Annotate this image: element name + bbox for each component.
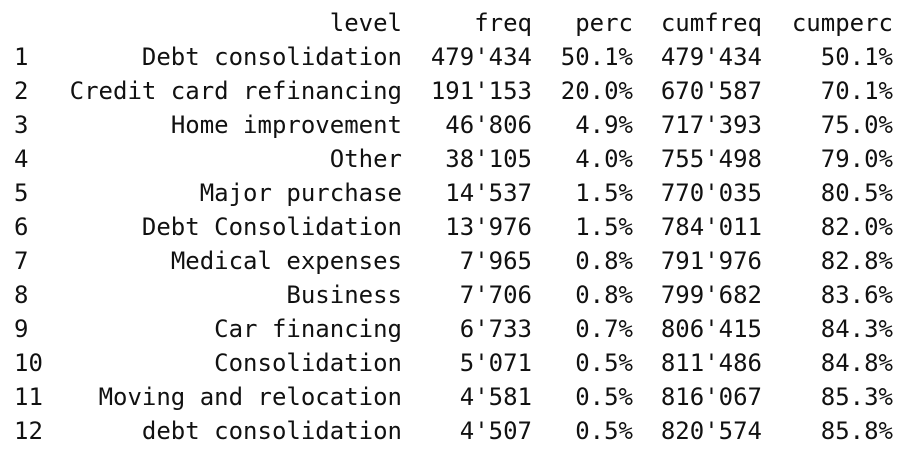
row-freq: 6'733 bbox=[459, 315, 532, 343]
row-index: 12 bbox=[14, 417, 43, 445]
row-level: Major purchase bbox=[199, 179, 402, 207]
row-perc: 1.5% bbox=[575, 213, 633, 241]
row-cumfreq: 755'498 bbox=[660, 145, 762, 173]
row-cumfreq: 799'682 bbox=[660, 281, 762, 309]
row-level: Consolidation bbox=[214, 349, 402, 377]
row-index: 5 bbox=[14, 179, 29, 207]
header-row: level freq perc cumfreq cumperc bbox=[0, 6, 918, 40]
row-perc: 50.1% bbox=[560, 43, 633, 71]
table-row: 2 Credit card refinancing 191'153 20.0% … bbox=[0, 74, 918, 108]
row-index: 2 bbox=[14, 77, 29, 105]
row-perc: 1.5% bbox=[575, 179, 633, 207]
row-cumfreq: 806'415 bbox=[660, 315, 762, 343]
row-cumperc: 79.0% bbox=[820, 145, 893, 173]
row-level: Other bbox=[329, 145, 402, 173]
table-row: 3 Home improvement 46'806 4.9% 717'393 7… bbox=[0, 108, 918, 142]
row-freq: 191'153 bbox=[430, 77, 532, 105]
row-cumfreq: 670'587 bbox=[660, 77, 762, 105]
frequency-table: level freq perc cumfreq cumperc 1 Debt c… bbox=[0, 6, 918, 448]
row-cumfreq: 784'011 bbox=[660, 213, 762, 241]
header-freq: freq bbox=[474, 9, 532, 37]
row-freq: 479'434 bbox=[430, 43, 532, 71]
row-index: 8 bbox=[14, 281, 29, 309]
row-level: debt consolidation bbox=[141, 417, 402, 445]
table-row: 5 Major purchase 14'537 1.5% 770'035 80.… bbox=[0, 176, 918, 210]
row-freq: 13'976 bbox=[445, 213, 532, 241]
row-index: 11 bbox=[14, 383, 43, 411]
row-cumperc: 85.3% bbox=[820, 383, 893, 411]
row-freq: 38'105 bbox=[445, 145, 532, 173]
row-cumperc: 75.0% bbox=[820, 111, 893, 139]
row-index: 7 bbox=[14, 247, 29, 275]
row-index: 9 bbox=[14, 315, 29, 343]
row-freq: 4'507 bbox=[459, 417, 532, 445]
table-row: 9 Car financing 6'733 0.7% 806'415 84.3% bbox=[0, 312, 918, 346]
header-level: level bbox=[329, 9, 402, 37]
row-freq: 14'537 bbox=[445, 179, 532, 207]
header-cumfreq: cumfreq bbox=[660, 9, 762, 37]
row-cumfreq: 811'486 bbox=[660, 349, 762, 377]
row-cumfreq: 770'035 bbox=[660, 179, 762, 207]
row-cumfreq: 820'574 bbox=[660, 417, 762, 445]
row-level: Home improvement bbox=[170, 111, 402, 139]
row-freq: 5'071 bbox=[459, 349, 532, 377]
row-level: Business bbox=[286, 281, 402, 309]
table-row: 8 Business 7'706 0.8% 799'682 83.6% bbox=[0, 278, 918, 312]
row-cumperc: 84.8% bbox=[820, 349, 893, 377]
row-index: 4 bbox=[14, 145, 29, 173]
table-row: 10 Consolidation 5'071 0.5% 811'486 84.8… bbox=[0, 346, 918, 380]
header-perc: perc bbox=[575, 9, 633, 37]
row-level: Moving and relocation bbox=[98, 383, 402, 411]
row-freq: 7'965 bbox=[459, 247, 532, 275]
row-perc: 4.9% bbox=[575, 111, 633, 139]
table-row: 6 Debt Consolidation 13'976 1.5% 784'011… bbox=[0, 210, 918, 244]
table-row: 11 Moving and relocation 4'581 0.5% 816'… bbox=[0, 380, 918, 414]
row-cumperc: 50.1% bbox=[820, 43, 893, 71]
table-row: 12 debt consolidation 4'507 0.5% 820'574… bbox=[0, 414, 918, 448]
row-level: Debt consolidation bbox=[141, 43, 402, 71]
row-perc: 20.0% bbox=[560, 77, 633, 105]
row-freq: 4'581 bbox=[459, 383, 532, 411]
row-index: 1 bbox=[14, 43, 29, 71]
row-level: Medical expenses bbox=[170, 247, 402, 275]
row-cumperc: 82.8% bbox=[820, 247, 893, 275]
table-row: 1 Debt consolidation 479'434 50.1% 479'4… bbox=[0, 40, 918, 74]
row-perc: 4.0% bbox=[575, 145, 633, 173]
row-cumperc: 85.8% bbox=[820, 417, 893, 445]
row-cumfreq: 816'067 bbox=[660, 383, 762, 411]
row-freq: 7'706 bbox=[459, 281, 532, 309]
row-level: Debt Consolidation bbox=[141, 213, 402, 241]
row-cumperc: 84.3% bbox=[820, 315, 893, 343]
header-cumperc: cumperc bbox=[791, 9, 893, 37]
row-index: 3 bbox=[14, 111, 29, 139]
row-freq: 46'806 bbox=[445, 111, 532, 139]
row-index: 6 bbox=[14, 213, 29, 241]
row-index: 10 bbox=[14, 349, 43, 377]
row-perc: 0.8% bbox=[575, 281, 633, 309]
row-level: Credit card refinancing bbox=[69, 77, 402, 105]
row-cumperc: 82.0% bbox=[820, 213, 893, 241]
table-row: 4 Other 38'105 4.0% 755'498 79.0% bbox=[0, 142, 918, 176]
row-perc: 0.5% bbox=[575, 383, 633, 411]
row-perc: 0.5% bbox=[575, 417, 633, 445]
row-cumfreq: 479'434 bbox=[660, 43, 762, 71]
row-perc: 0.8% bbox=[575, 247, 633, 275]
row-perc: 0.7% bbox=[575, 315, 633, 343]
row-cumperc: 80.5% bbox=[820, 179, 893, 207]
row-cumfreq: 717'393 bbox=[660, 111, 762, 139]
row-perc: 0.5% bbox=[575, 349, 633, 377]
table-row: 7 Medical expenses 7'965 0.8% 791'976 82… bbox=[0, 244, 918, 278]
row-cumperc: 83.6% bbox=[820, 281, 893, 309]
row-cumfreq: 791'976 bbox=[660, 247, 762, 275]
row-level: Car financing bbox=[214, 315, 402, 343]
row-cumperc: 70.1% bbox=[820, 77, 893, 105]
